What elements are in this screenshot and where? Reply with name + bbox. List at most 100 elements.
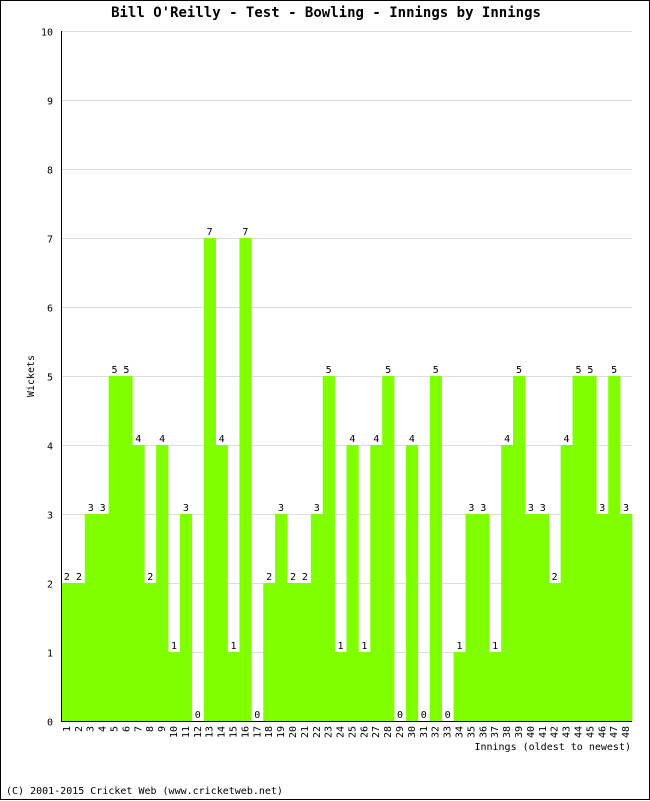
bar-innings-15 [227, 652, 240, 721]
data-label: 5 [123, 365, 129, 376]
data-label: 1 [230, 641, 236, 652]
x-tick-label: 36 [478, 726, 489, 738]
x-tick-label: 38 [502, 726, 513, 738]
bar-innings-30 [405, 445, 419, 721]
data-label: 3 [88, 503, 94, 514]
x-tick-label: 27 [371, 726, 382, 738]
bar-innings-13 [203, 238, 216, 721]
x-tick-label: 12 [193, 726, 204, 738]
x-tick-label: 19 [276, 726, 287, 738]
bar-innings-48 [620, 514, 633, 721]
data-label: 3 [314, 503, 320, 514]
y-tick-label: 9 [47, 97, 53, 108]
x-tick-label: 6 [121, 726, 132, 732]
copyright-footer: (C) 2001-2015 Cricket Web (www.cricketwe… [6, 786, 283, 797]
x-tick-label: 7 [133, 726, 144, 732]
data-label: 0 [195, 710, 201, 721]
y-tick-label: 0 [47, 718, 53, 729]
data-label: 3 [100, 503, 106, 514]
data-label: 5 [516, 365, 522, 376]
x-tick-label: 35 [466, 726, 477, 738]
x-tick-label: 26 [359, 726, 370, 738]
bar-innings-26 [358, 652, 371, 721]
bar-innings-37 [489, 652, 502, 721]
x-tick-label: 47 [609, 726, 620, 738]
bar-innings-39 [513, 376, 526, 721]
x-tick-label: 43 [562, 726, 573, 738]
data-label: 7 [242, 227, 248, 238]
data-label: 0 [254, 710, 260, 721]
x-tick-label: 21 [300, 726, 311, 738]
bar-innings-5 [108, 376, 121, 721]
data-label: 3 [183, 503, 189, 514]
bar-innings-19 [275, 514, 288, 721]
x-tick-label: 20 [288, 726, 299, 738]
data-label: 1 [171, 641, 177, 652]
bar-innings-45 [584, 376, 597, 721]
x-axis-label: Innings (oldest to newest) [474, 742, 631, 753]
bar-innings-38 [501, 445, 514, 721]
x-tick-label: 9 [157, 726, 168, 732]
x-tick-label: 18 [264, 726, 275, 738]
data-label: 3 [468, 503, 474, 514]
data-label: 2 [302, 572, 308, 583]
x-tick-label: 33 [443, 726, 454, 738]
bar-innings-41 [536, 514, 550, 721]
bar-innings-23 [322, 376, 335, 721]
bar-innings-36 [477, 514, 490, 721]
x-tick-label: 31 [419, 726, 430, 738]
bar-innings-35 [465, 514, 478, 721]
x-tick-label: 48 [621, 726, 632, 738]
data-label: 5 [326, 365, 332, 376]
data-label: 3 [528, 503, 534, 514]
bar-innings-47 [608, 376, 621, 721]
data-label: 2 [147, 572, 153, 583]
bar-innings-42 [548, 583, 561, 721]
x-tick-labels: 1 2 3 4 5 6 7 8 9 10 11 12 13 14 15 16 17 18 19 20 21 22 23 24 2… [62, 726, 632, 738]
data-label: 2 [290, 572, 296, 583]
data-label: 1 [492, 641, 498, 652]
data-label: 1 [456, 641, 462, 652]
x-tick-label: 15 [228, 726, 239, 738]
data-label: 1 [338, 641, 344, 652]
y-tick-label: 6 [47, 304, 53, 315]
bar-innings-16 [239, 238, 252, 721]
bar-innings-4 [96, 514, 109, 721]
data-label: 3 [278, 503, 284, 514]
y-tick-label: 10 [41, 28, 53, 39]
data-label: 4 [135, 434, 141, 445]
x-tick-label: 1 [62, 726, 73, 732]
bar-innings-7 [132, 445, 145, 721]
bar-innings-43 [560, 445, 573, 721]
bar-innings-46 [596, 514, 609, 721]
data-label: 0 [445, 710, 451, 721]
x-tick-label: 30 [407, 726, 418, 738]
bar-innings-14 [215, 445, 228, 721]
bar-innings-3 [84, 514, 97, 721]
bar-innings-28 [382, 376, 395, 721]
chart-title: Bill O'Reilly - Test - Bowling - Innings… [111, 5, 541, 21]
x-tick-label: 28 [383, 726, 394, 738]
bar-innings-11 [179, 514, 193, 721]
y-tick-label: 7 [47, 235, 53, 246]
x-tick-label: 45 [585, 726, 596, 738]
x-tick-label: 10 [169, 726, 180, 738]
bar-innings-32 [429, 376, 442, 721]
x-tick-label: 14 [217, 726, 228, 738]
y-tick-labels: 0 1 2 3 4 5 6 7 8 9 10 [41, 28, 53, 729]
data-label: 4 [409, 434, 415, 445]
bar-innings-20 [287, 583, 300, 721]
axes [61, 31, 632, 722]
bar-innings-27 [370, 445, 383, 721]
x-tick-label: 11 [181, 726, 192, 738]
y-tick-label: 4 [47, 442, 53, 453]
bar-innings-8 [144, 583, 157, 721]
data-label: 3 [540, 503, 546, 514]
x-tick-label: 23 [324, 726, 335, 738]
bars [61, 238, 633, 721]
x-tick-label: 42 [550, 726, 561, 738]
x-tick-label: 22 [312, 726, 323, 738]
bar-innings-44 [572, 376, 585, 721]
bar-innings-1 [61, 583, 74, 721]
data-label: 4 [219, 434, 225, 445]
